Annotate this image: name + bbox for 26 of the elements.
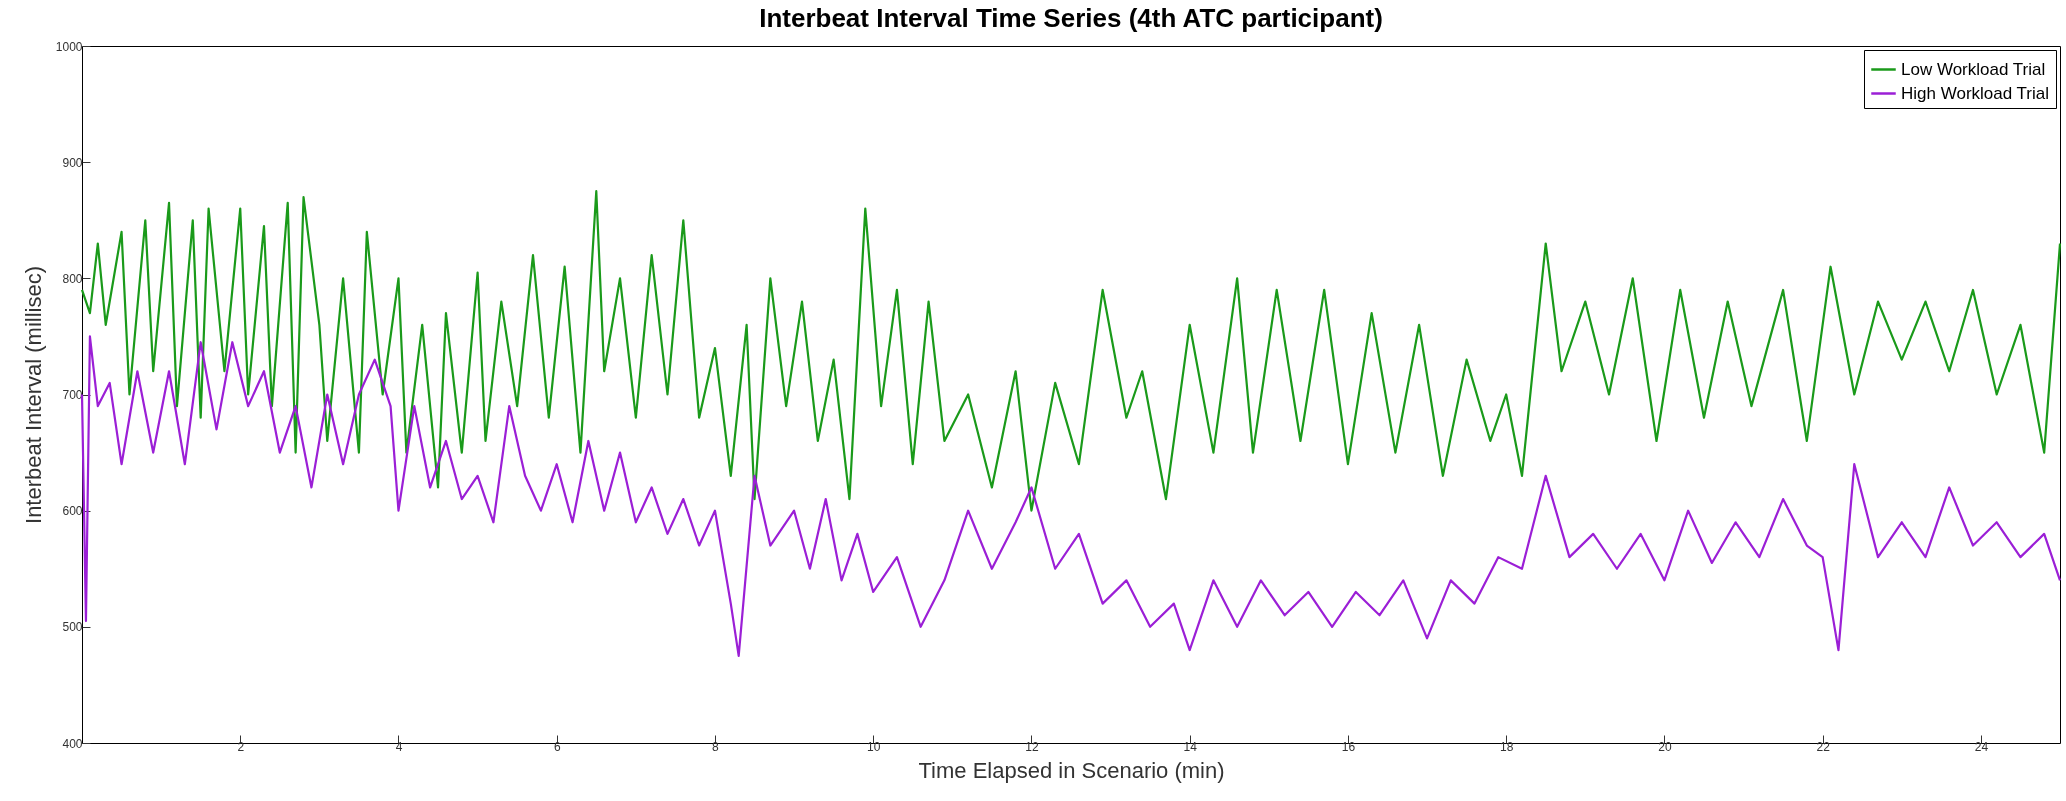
x-tick-label: 22 bbox=[1816, 739, 1831, 754]
y-axis-title: Interbeat Interval (millisec) bbox=[20, 266, 46, 524]
x-axis-title: Time Elapsed in Scenario (min) bbox=[918, 757, 1225, 783]
y-tick-label: 400 bbox=[62, 736, 83, 751]
y-tick-label: 600 bbox=[62, 504, 83, 519]
x-tick-label: 18 bbox=[1499, 739, 1514, 754]
x-tick-label: 8 bbox=[712, 739, 720, 754]
x-tick-label: 4 bbox=[395, 739, 403, 754]
y-tick-label: 500 bbox=[62, 620, 83, 635]
y-tick-label: 900 bbox=[62, 155, 83, 170]
chart-title: Interbeat Interval Time Series (4th ATC participant) bbox=[759, 3, 1383, 33]
x-tick-label: 20 bbox=[1658, 739, 1672, 754]
y-tick-label: 1000 bbox=[55, 39, 83, 54]
line-series bbox=[80, 335, 2062, 657]
legend-label: High Workload Trial bbox=[1901, 83, 2050, 103]
x-tick-label: 2 bbox=[237, 739, 245, 754]
x-tick-label: 6 bbox=[553, 739, 561, 754]
x-tick-label: 16 bbox=[1341, 739, 1356, 754]
y-tick-label: 800 bbox=[62, 271, 83, 286]
x-tick-label: 10 bbox=[867, 739, 881, 754]
y-tick-label: 700 bbox=[62, 388, 83, 402]
x-tick-label: 12 bbox=[1025, 739, 1039, 754]
x-tick-label: 24 bbox=[1974, 739, 1989, 754]
line-series bbox=[80, 190, 2062, 512]
legend-label: Low Workload Trial bbox=[1901, 59, 2046, 79]
x-tick-label: 14 bbox=[1183, 739, 1198, 754]
